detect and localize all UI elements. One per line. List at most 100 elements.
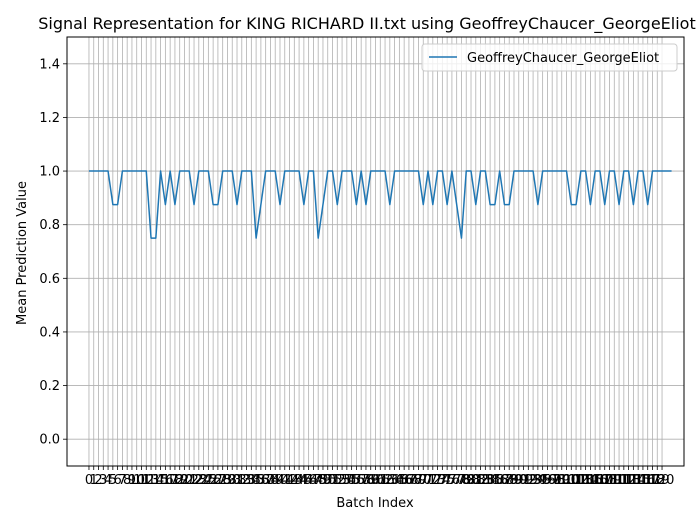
x-tick-label: 21: [181, 473, 198, 488]
y-tick-label: 0.6: [39, 272, 60, 287]
x-tick-label: 67: [401, 473, 418, 488]
x-tick-label: 26: [205, 473, 222, 488]
x-tick-label: 11: [133, 473, 150, 488]
x-tick-label: 70: [415, 473, 432, 488]
x-tick-label: 42: [281, 473, 298, 488]
x-tick-label: 94: [530, 473, 547, 488]
x-tick-label: 36: [253, 473, 270, 488]
x-tick-label: 88: [501, 473, 518, 488]
x-tick-label: 14: [148, 473, 165, 488]
x-tick-label: 105: [578, 473, 603, 488]
x-tick-label: 18: [167, 473, 184, 488]
y-axis-ticks: 0.0 0.2 0.4 0.6 0.8 1.0 1.2 1.4: [39, 57, 67, 448]
x-tick-label: 108: [592, 473, 617, 488]
x-tick-label: 8: [123, 473, 131, 488]
x-tick-label: 104: [573, 473, 598, 488]
x-tick-label: 53: [334, 473, 351, 488]
x-tick-label: 10: [128, 473, 145, 488]
x-tick-label: 19: [171, 473, 188, 488]
x-tick-label: 72: [425, 473, 442, 488]
x-tick-label: 46: [300, 473, 317, 488]
x-tick-label: 23: [191, 473, 208, 488]
y-tick-label: 0.0: [39, 433, 60, 448]
x-tick-label: 82: [472, 473, 489, 488]
x-tick-label: 37: [257, 473, 274, 488]
x-tick-label: 50: [319, 473, 336, 488]
x-tick-label: 2: [94, 473, 102, 488]
x-tick-label: 4: [104, 473, 112, 488]
x-tick-label: 93: [525, 473, 542, 488]
x-tick-label: 24: [195, 473, 212, 488]
x-tick-label: 87: [496, 473, 513, 488]
x-tick-label: 0: [85, 473, 93, 488]
x-tick-label: 96: [539, 473, 556, 488]
x-tick-label: 47: [305, 473, 322, 488]
x-tick-label: 39: [267, 473, 284, 488]
x-tick-label: 17: [162, 473, 179, 488]
series-line: [88, 170, 672, 239]
x-tick-label: 91: [515, 473, 532, 488]
legend: GeoffreyChaucer_GeorgeEliot: [421, 43, 678, 72]
x-tick-label: 118: [640, 473, 665, 488]
x-tick-label: 69: [410, 473, 427, 488]
y-tick-label: 1.4: [39, 57, 60, 72]
y-axis-label: Mean Prediction Value: [15, 181, 30, 325]
x-tick-label: 55: [343, 473, 360, 488]
x-tick-label: 52: [329, 473, 346, 488]
x-tick-label: 1: [90, 473, 98, 488]
x-tick-label: 16: [157, 473, 174, 488]
x-tick-label: 102: [564, 473, 589, 488]
x-tick-label: 120: [650, 473, 675, 488]
x-tick-label: 22: [186, 473, 203, 488]
x-tick-label: 90: [510, 473, 527, 488]
x-tick-label: 100: [554, 473, 579, 488]
x-tick-label: 34: [243, 473, 260, 488]
x-tick-label: 66: [396, 473, 413, 488]
x-tick-label: 63: [382, 473, 399, 488]
x-tick-label: 58: [358, 473, 375, 488]
y-tick-label: 0.2: [39, 379, 60, 394]
x-tick-label: 74: [434, 473, 451, 488]
x-tick-label: 116: [631, 473, 656, 488]
x-tick-label: 92: [520, 473, 537, 488]
legend-entry: GeoffreyChaucer_GeorgeEliot: [467, 51, 659, 66]
x-tick-label: 12: [138, 473, 155, 488]
y-tick-label: 0.4: [39, 325, 60, 340]
x-tick-label: 44: [291, 473, 308, 488]
x-tick-label: 103: [568, 473, 593, 488]
x-tick-label: 114: [621, 473, 646, 488]
x-tick-label: 95: [534, 473, 551, 488]
x-tick-label: 110: [602, 473, 627, 488]
x-tick-label: 6: [113, 473, 121, 488]
x-tick-label: 106: [583, 473, 608, 488]
x-tick-label: 7: [118, 473, 126, 488]
x-tick-label: 5: [109, 473, 117, 488]
x-tick-label: 80: [463, 473, 480, 488]
chart-title: Signal Representation for KING RICHARD I…: [38, 14, 695, 34]
x-tick-label: 98: [549, 473, 566, 488]
x-tick-label: 51: [324, 473, 341, 488]
x-tick-label: 77: [448, 473, 465, 488]
x-tick-label: 54: [339, 473, 356, 488]
x-tick-label: 86: [491, 473, 508, 488]
x-tick-label: 84: [482, 473, 499, 488]
x-tick-label: 48: [310, 473, 327, 488]
x-tick-label: 62: [377, 473, 394, 488]
x-tick-label: 57: [353, 473, 370, 488]
x-tick-label: 13: [143, 473, 160, 488]
x-tick-label: 111: [607, 473, 632, 488]
x-tick-label: 113: [616, 473, 641, 488]
x-tick-label: 78: [453, 473, 470, 488]
x-tick-label: 20: [176, 473, 193, 488]
grid-lines: [67, 37, 684, 466]
x-tick-label: 85: [487, 473, 504, 488]
x-tick-label: 61: [372, 473, 389, 488]
x-tick-label: 25: [200, 473, 217, 488]
x-tick-label: 56: [348, 473, 365, 488]
x-tick-label: 76: [444, 473, 461, 488]
x-tick-label: 35: [248, 473, 265, 488]
y-tick-label: 1.0: [39, 165, 60, 180]
x-tick-label: 89: [506, 473, 523, 488]
x-tick-label: 28: [214, 473, 231, 488]
